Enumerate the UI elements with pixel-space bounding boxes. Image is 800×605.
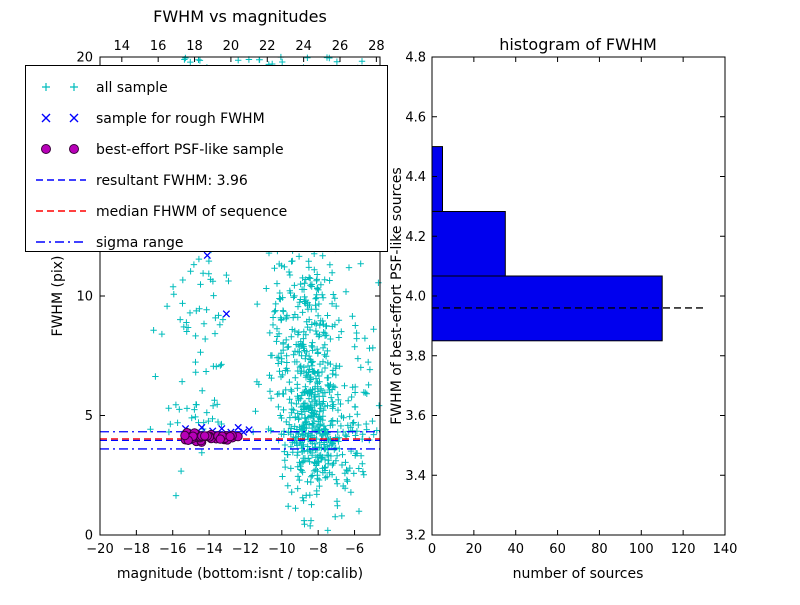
tick-label: 140	[713, 542, 738, 557]
tick-label: 28	[368, 39, 385, 54]
tick-label: 14	[114, 39, 131, 54]
tick-label: 24	[295, 39, 312, 54]
legend-item: median FHWM of sequence	[36, 204, 287, 220]
histogram-bars	[431, 146, 663, 342]
legend-item: sigma range	[36, 235, 183, 251]
tick-label: −14	[195, 542, 222, 557]
scatter-rough-fwhm-sample	[181, 251, 253, 445]
tick-label: 3.6	[405, 409, 426, 424]
tick-label: 3.4	[405, 469, 426, 484]
tick-label: 26	[332, 39, 349, 54]
psf-like-point	[200, 431, 210, 441]
tick-label: 22	[259, 39, 276, 54]
legend-label: sigma range	[96, 235, 183, 251]
tick-label: 80	[591, 542, 608, 557]
legend-label: all sample	[96, 80, 168, 96]
x-marker-icon	[41, 113, 51, 123]
tick-label: 20	[466, 542, 483, 557]
right-chart-title: histogram of FWHM	[499, 35, 657, 54]
tick-label: 3.8	[405, 349, 426, 364]
tick-label: 20	[76, 51, 93, 66]
left-yaxis-label: FWHM (pix)	[50, 256, 66, 337]
tick-label: 10	[76, 290, 93, 305]
tick-label: −16	[159, 542, 186, 557]
tick-label: −6	[345, 542, 364, 557]
legend-item: sample for rough FWHM	[41, 111, 265, 127]
legend-label: resultant FWHM: 3.96	[96, 173, 248, 189]
legend-item: all sample	[42, 80, 168, 96]
legend-item: best-effort PSF-like sample	[41, 142, 284, 158]
right-xaxis-label: number of sources	[513, 566, 644, 582]
psf-like-point	[225, 431, 235, 442]
circle-marker-icon	[41, 144, 51, 154]
histogram-bar	[431, 211, 506, 277]
tick-label: 20	[223, 39, 240, 54]
x-marker-icon	[69, 113, 79, 123]
tick-label: 4.8	[405, 51, 426, 66]
chart-render-layer: −20 −18 −16 −14 −12 −10 −8 −6 14 16 18 20 22 24 26 28 0 5…	[25, 39, 738, 557]
tick-label: 4.6	[405, 110, 426, 125]
legend-label: sample for rough FWHM	[96, 111, 265, 127]
legend-label: median FHWM of sequence	[96, 204, 287, 220]
psf-like-point	[180, 430, 190, 441]
tick-label: 4.2	[405, 230, 426, 245]
tick-label: 0	[428, 542, 436, 557]
psf-like-point	[215, 434, 226, 444]
tick-label: 4.4	[405, 170, 426, 185]
left-xaxis-label: magnitude (bottom:isnt / top:calib)	[117, 566, 363, 582]
plus-marker-icon	[42, 83, 50, 91]
tick-label: 3.2	[405, 529, 426, 544]
tick-label: 120	[671, 542, 696, 557]
tick-label: −10	[268, 542, 295, 557]
legend: all sample sample for rough FWHM best-effo…	[25, 65, 388, 252]
tick-label: 5	[85, 409, 93, 424]
tick-label: 60	[549, 542, 566, 557]
tick-label: 0	[85, 529, 93, 544]
tick-label: 40	[507, 542, 524, 557]
tick-label: 18	[186, 39, 203, 54]
legend-label: best-effort PSF-like sample	[96, 142, 284, 158]
histogram-bar	[431, 146, 443, 212]
right-yaxis-label: FWHM of best-effort PSF-like sources	[389, 167, 405, 424]
tick-label: −18	[123, 542, 150, 557]
tick-label: −20	[86, 542, 113, 557]
plus-marker-icon	[70, 83, 78, 91]
legend-item: resultant FWHM: 3.96	[36, 173, 248, 189]
tick-label: −12	[232, 542, 259, 557]
tick-label: −8	[309, 542, 328, 557]
tick-label: 4.0	[405, 290, 426, 305]
circle-marker-icon	[69, 144, 79, 154]
tick-label: 16	[150, 39, 167, 54]
tick-label: 100	[629, 542, 654, 557]
legend-box	[25, 65, 388, 252]
scatter-psf-like-sample	[180, 428, 243, 447]
left-chart-title: FWHM vs magnitudes	[153, 7, 327, 26]
